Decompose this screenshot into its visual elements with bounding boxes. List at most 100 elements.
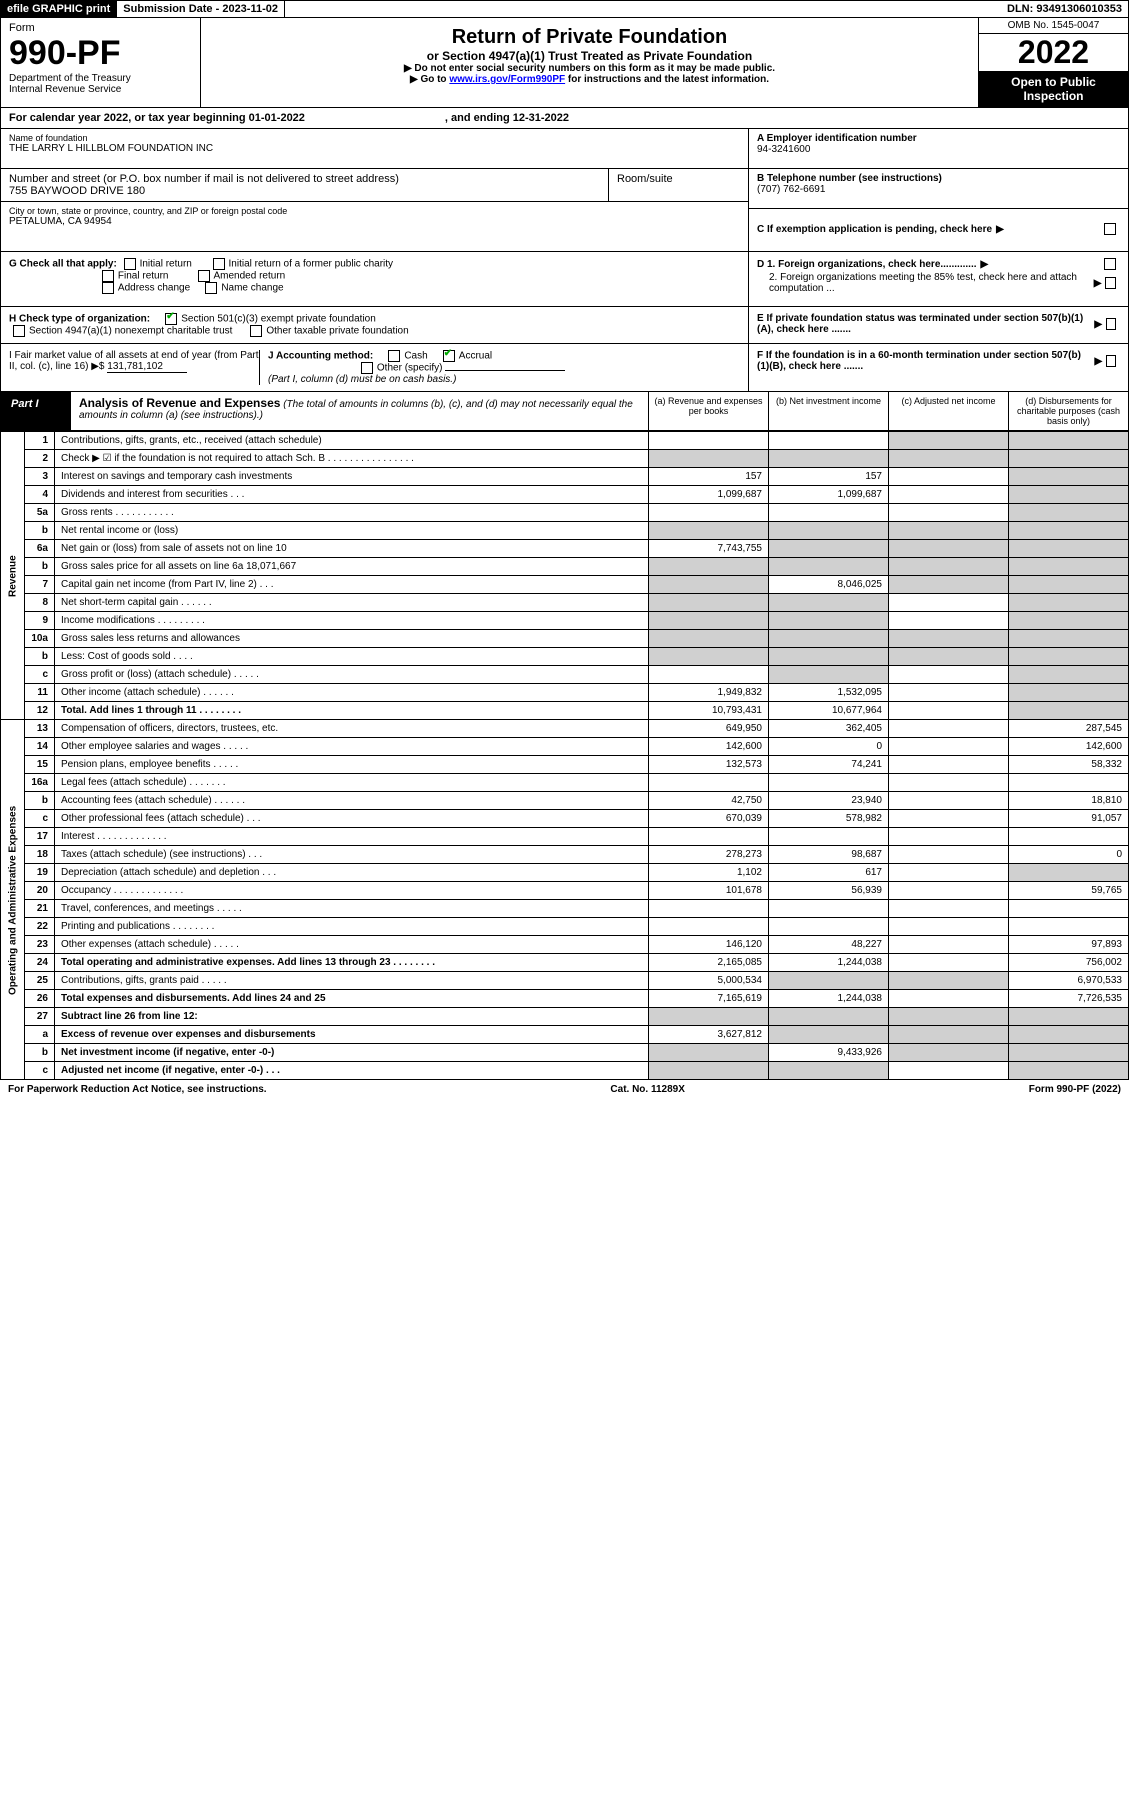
cell-c	[889, 720, 1009, 738]
calendar-year: For calendar year 2022, or tax year begi…	[0, 108, 1129, 129]
cell-a	[649, 1062, 769, 1080]
cell-c	[889, 846, 1009, 864]
cell-a: 7,165,619	[649, 990, 769, 1008]
foundation-name-row: Name of foundation THE LARRY L HILLBLOM …	[1, 129, 748, 169]
cell-dd	[1009, 504, 1129, 522]
row-number: 14	[25, 738, 55, 756]
c-checkbox[interactable]	[1104, 223, 1116, 235]
row-number: 2	[25, 450, 55, 468]
cell-b	[769, 504, 889, 522]
g-checks: G Check all that apply: Initial return I…	[0, 252, 1129, 307]
cell-c	[889, 486, 1009, 504]
row-desc: Contributions, gifts, grants paid . . . …	[55, 972, 649, 990]
table-row: 14Other employee salaries and wages . . …	[1, 738, 1129, 756]
row-desc: Other professional fees (attach schedule…	[55, 810, 649, 828]
cell-b	[769, 630, 889, 648]
col-a-hdr: (a) Revenue and expenses per books	[648, 392, 768, 430]
cell-b	[769, 594, 889, 612]
cell-c	[889, 828, 1009, 846]
cell-c	[889, 540, 1009, 558]
cell-a: 146,120	[649, 936, 769, 954]
row-number: c	[25, 666, 55, 684]
table-row: 22Printing and publications . . . . . . …	[1, 918, 1129, 936]
table-row: 17Interest . . . . . . . . . . . . .	[1, 828, 1129, 846]
initial-former-cb[interactable]	[213, 258, 225, 270]
cell-a	[649, 450, 769, 468]
cell-b	[769, 666, 889, 684]
d1-cb[interactable]	[1104, 258, 1116, 270]
initial-return-cb[interactable]	[124, 258, 136, 270]
accrual-cb[interactable]	[443, 350, 455, 362]
cell-a: 101,678	[649, 882, 769, 900]
row-desc: Depreciation (attach schedule) and deple…	[55, 864, 649, 882]
row-desc: Less: Cost of goods sold . . . .	[55, 648, 649, 666]
cell-dd	[1009, 648, 1129, 666]
row-number: 4	[25, 486, 55, 504]
cell-c	[889, 900, 1009, 918]
d2-cb[interactable]	[1105, 277, 1116, 289]
cell-b: 74,241	[769, 756, 889, 774]
cell-dd: 6,970,533	[1009, 972, 1129, 990]
name-change-cb[interactable]	[205, 282, 217, 294]
amended-return-cb[interactable]	[198, 270, 210, 282]
table-row: cOther professional fees (attach schedul…	[1, 810, 1129, 828]
row-desc: Income modifications . . . . . . . . .	[55, 612, 649, 630]
row-desc: Gross sales price for all assets on line…	[55, 558, 649, 576]
part1-table: Revenue1Contributions, gifts, grants, et…	[0, 431, 1129, 1080]
cell-b	[769, 450, 889, 468]
501c3-cb[interactable]	[165, 313, 177, 325]
table-row: 24Total operating and administrative exp…	[1, 954, 1129, 972]
form990pf-link[interactable]: www.irs.gov/Form990PF	[449, 74, 565, 85]
cell-c	[889, 468, 1009, 486]
cell-a	[649, 612, 769, 630]
form-word: Form	[9, 22, 192, 34]
cell-dd: 287,545	[1009, 720, 1129, 738]
form-number: 990-PF	[9, 34, 192, 73]
row-number: 13	[25, 720, 55, 738]
e-cb[interactable]	[1106, 318, 1116, 330]
cell-b	[769, 1026, 889, 1044]
cell-a: 10,793,431	[649, 702, 769, 720]
top-header: efile GRAPHIC print Submission Date - 20…	[0, 0, 1129, 18]
cell-a: 670,039	[649, 810, 769, 828]
row-number: b	[25, 648, 55, 666]
row-desc: Interest . . . . . . . . . . . . .	[55, 828, 649, 846]
cell-a	[649, 630, 769, 648]
table-row: 26Total expenses and disbursements. Add …	[1, 990, 1129, 1008]
row-number: 26	[25, 990, 55, 1008]
table-row: 10aGross sales less returns and allowanc…	[1, 630, 1129, 648]
row-number: 24	[25, 954, 55, 972]
expenses-side-label: Operating and Administrative Expenses	[1, 720, 25, 1080]
row-number: 12	[25, 702, 55, 720]
cell-dd	[1009, 774, 1129, 792]
other-taxable-cb[interactable]	[250, 325, 262, 337]
4947-cb[interactable]	[13, 325, 25, 337]
cell-c	[889, 684, 1009, 702]
cell-a: 1,099,687	[649, 486, 769, 504]
cell-dd	[1009, 558, 1129, 576]
cell-dd	[1009, 1044, 1129, 1062]
final-return-cb[interactable]	[102, 270, 114, 282]
cash-cb[interactable]	[388, 350, 400, 362]
cell-dd: 59,765	[1009, 882, 1129, 900]
cell-b	[769, 612, 889, 630]
cell-dd	[1009, 432, 1129, 450]
cell-dd	[1009, 594, 1129, 612]
other-method-cb[interactable]	[361, 362, 373, 374]
d2-row: 2. Foreign organizations meeting the 85%…	[757, 272, 1120, 294]
cell-a: 3,627,812	[649, 1026, 769, 1044]
row-number: 23	[25, 936, 55, 954]
row-number: b	[25, 558, 55, 576]
table-row: bNet rental income or (loss)	[1, 522, 1129, 540]
cell-a: 1,102	[649, 864, 769, 882]
f-cb[interactable]	[1106, 355, 1116, 367]
row-desc: Legal fees (attach schedule) . . . . . .…	[55, 774, 649, 792]
cell-b: 1,099,687	[769, 486, 889, 504]
row-number: 8	[25, 594, 55, 612]
address-change-cb[interactable]	[102, 282, 114, 294]
revenue-side-label: Revenue	[1, 432, 25, 720]
row-number: c	[25, 1062, 55, 1080]
table-row: cAdjusted net income (if negative, enter…	[1, 1062, 1129, 1080]
cell-b: 1,244,038	[769, 954, 889, 972]
form-subtitle: or Section 4947(a)(1) Trust Treated as P…	[209, 49, 970, 63]
